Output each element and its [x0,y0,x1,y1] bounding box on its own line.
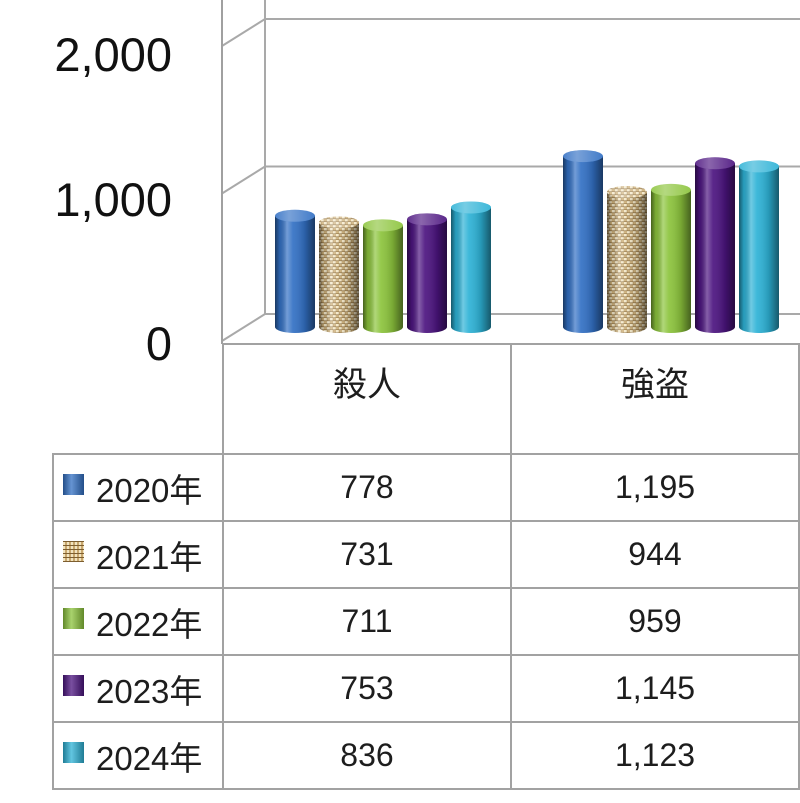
chart-plot-area [221,0,800,344]
table-row: 2023年 753 1,145 [52,654,800,723]
gridline [221,165,800,195]
bar [319,216,359,333]
bar-top-highlight [363,219,403,232]
legend-label: 2020年 [96,471,203,509]
table-row: 2024年 836 1,123 [52,721,800,790]
bar-shading [407,219,447,333]
legend-swatch [63,742,84,763]
gridline [221,18,800,47]
y-tick-label: 0 [145,317,172,370]
bar [363,219,403,333]
legend-key-cell: 2022年 [52,587,224,656]
legend-label: 2022年 [96,605,203,643]
bar [275,209,315,333]
bar-top-highlight [607,186,647,199]
legend-key-cell: 2024年 [52,721,224,790]
y-tick-label: 2,000 [54,28,172,82]
bar-top-highlight [319,216,359,229]
legend-label: 2024年 [96,739,203,777]
bar-shading [695,163,735,333]
legend-label: 2021年 [96,538,203,576]
data-value-cell: 1,195 [510,453,800,522]
bar [451,201,491,333]
legend-key-cell: 2021年 [52,520,224,589]
y-tick-label: 1,000 [54,172,172,226]
data-value-cell: 836 [222,721,512,790]
data-value-cell: 959 [510,587,800,656]
bar-top-highlight [651,183,691,196]
table-row: 2021年 731 944 [52,520,800,589]
bar-top-highlight [739,160,779,173]
category-label: 殺人 [222,343,512,455]
data-value-cell: 753 [222,654,512,723]
data-value-cell: 778 [222,453,512,522]
legend-key-cell: 2023年 [52,654,224,723]
bar-top-highlight [407,213,447,226]
legend-swatch [63,608,84,629]
bar [407,213,447,333]
data-value-cell: 944 [510,520,800,589]
bar [695,157,735,333]
legend-swatch [63,541,84,562]
data-value-cell: 1,145 [510,654,800,723]
data-value-cell: 711 [222,587,512,656]
bar-shading [319,222,359,333]
bar-shading [275,215,315,333]
bar-top-highlight [275,209,315,222]
data-value-cell: 731 [222,520,512,589]
bar-shading [651,189,691,333]
table-header-row: 殺人 強盗 [53,343,800,455]
bar-series-group [275,150,779,333]
category-label: 強盗 [510,343,800,455]
bar [607,186,647,333]
table-row: 2020年 778 1,195 [52,453,800,522]
bar [563,150,603,333]
bar-shading [739,166,779,333]
bar-shading [363,225,403,333]
bar-top-highlight [695,157,735,170]
table-corner-cell [53,344,224,455]
legend-key-cell: 2020年 [52,453,224,522]
bar-shading [451,207,491,333]
table-row: 2022年 711 959 [52,587,800,656]
bar-shading [563,156,603,333]
bar [739,160,779,333]
legend-swatch [63,474,84,495]
data-table: 殺人 強盗 2020年 778 1,195 2021年 731 944 2022… [52,343,800,790]
legend-label: 2023年 [96,672,203,710]
bar-top-highlight [563,150,603,163]
bar [651,183,691,333]
legend-swatch [63,675,84,696]
data-value-cell: 1,123 [510,721,800,790]
bar-shading [607,192,647,333]
bar-top-highlight [451,201,491,214]
